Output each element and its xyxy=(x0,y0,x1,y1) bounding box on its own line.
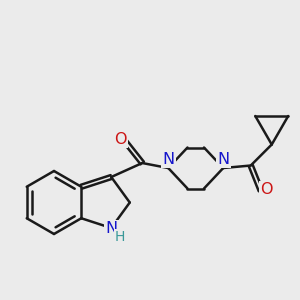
Text: N: N xyxy=(162,152,174,166)
Text: O: O xyxy=(260,182,273,197)
Text: N: N xyxy=(105,221,117,236)
Text: H: H xyxy=(115,230,125,244)
Text: O: O xyxy=(115,131,127,146)
Text: N: N xyxy=(217,152,229,166)
